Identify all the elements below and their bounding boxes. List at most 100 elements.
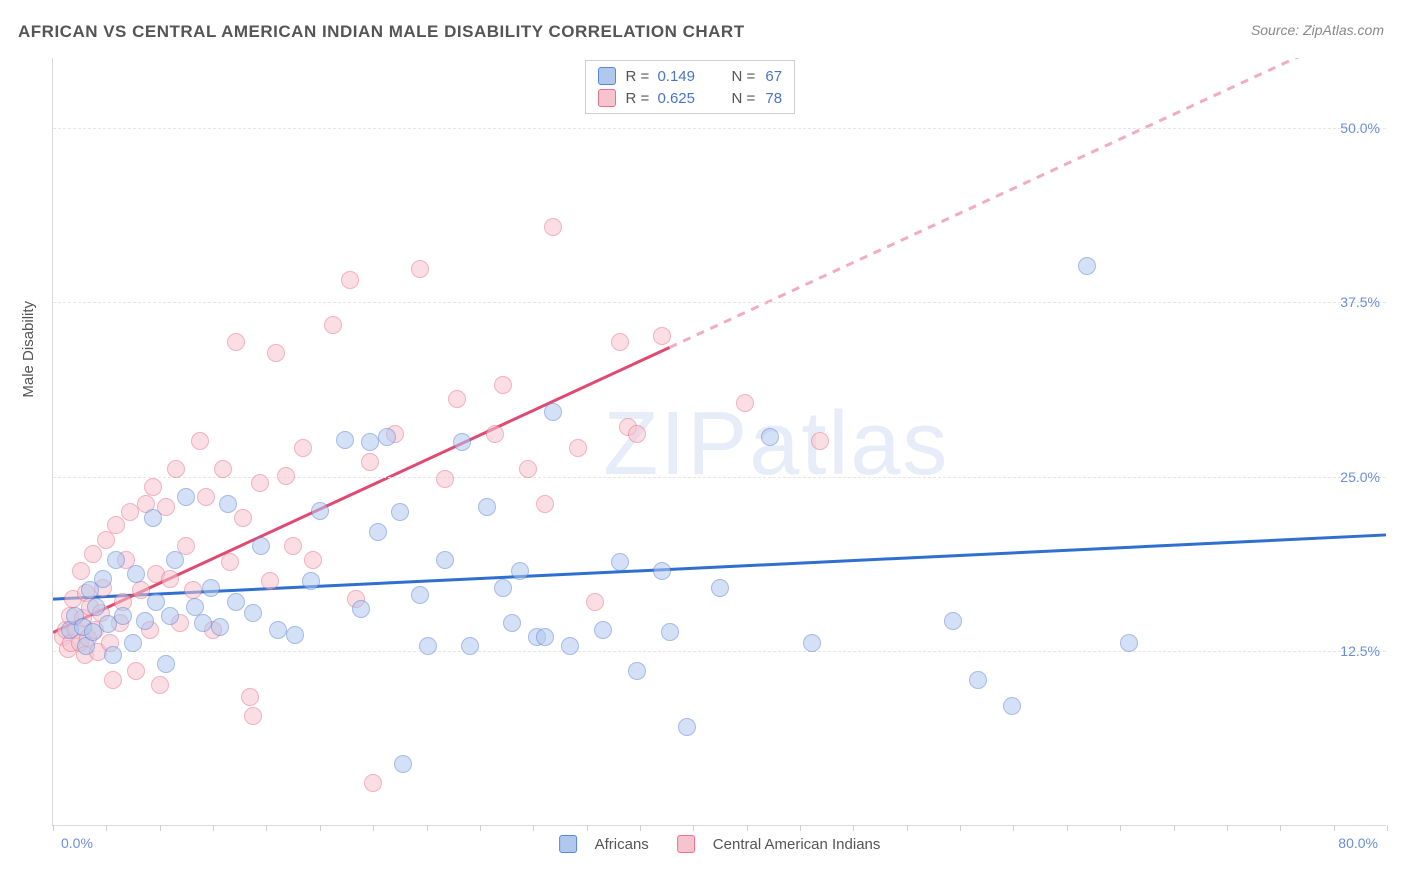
watermark-text: ZIPatlas [603,393,949,496]
data-point [519,460,537,478]
data-point [969,671,987,689]
data-point [277,467,295,485]
data-point [486,425,504,443]
data-point [511,562,529,580]
data-point [191,432,209,450]
data-point [166,551,184,569]
series-legend: Africans Central American Indians [559,835,881,853]
data-point [544,218,562,236]
data-point [227,333,245,351]
data-point [184,581,202,599]
data-point [161,570,179,588]
data-point [411,260,429,278]
data-point [267,344,285,362]
data-point [151,676,169,694]
legend-n-label: N = [731,90,759,107]
data-point [494,376,512,394]
data-point [628,662,646,680]
x-minor-tick [747,825,748,831]
data-point [241,688,259,706]
data-point [251,474,269,492]
data-point [544,403,562,421]
x-minor-tick [320,825,321,831]
scatter-plot-area: ZIPatlas R = 0.149N = 67R = 0.625N = 78 … [52,58,1386,826]
data-point [611,553,629,571]
x-minor-tick [587,825,588,831]
data-point [436,551,454,569]
data-point [536,495,554,513]
data-point [197,488,215,506]
data-point [803,634,821,652]
data-point [611,333,629,351]
data-point [419,637,437,655]
legend-item: Africans [559,835,649,853]
data-point [87,598,105,616]
x-minor-tick [533,825,534,831]
data-point [1003,697,1021,715]
y-tick-label: 50.0% [1340,120,1380,136]
legend-r-value: 0.149 [657,68,715,85]
x-minor-tick [53,825,54,831]
data-point [653,327,671,345]
data-point [536,628,554,646]
legend-row: R = 0.625N = 78 [586,87,795,109]
data-point [378,428,396,446]
y-axis-title: Male Disability [20,301,37,398]
y-tick-label: 12.5% [1340,643,1380,659]
data-point [144,478,162,496]
x-minor-tick [106,825,107,831]
y-tick-label: 25.0% [1340,469,1380,485]
legend-r-label: R = [626,68,654,85]
x-minor-tick [1227,825,1228,831]
data-point [736,394,754,412]
data-point [361,453,379,471]
data-point [324,316,342,334]
x-minor-tick [1013,825,1014,831]
gridline [53,651,1386,652]
x-minor-tick [800,825,801,831]
source-attribution: Source: ZipAtlas.com [1251,22,1384,38]
data-point [461,637,479,655]
legend-n-value: 78 [765,90,782,107]
data-point [84,545,102,563]
data-point [107,551,125,569]
y-tick-label: 37.5% [1340,294,1380,310]
legend-label: Africans [595,836,649,853]
data-point [252,537,270,555]
x-axis-max-label: 80.0% [1338,835,1378,851]
data-point [121,503,139,521]
legend-item: Central American Indians [677,835,881,853]
legend-swatch [598,67,616,85]
data-point [302,572,320,590]
legend-label: Central American Indians [713,836,881,853]
data-point [234,509,252,527]
x-minor-tick [160,825,161,831]
legend-row: R = 0.149N = 67 [586,65,795,87]
correlation-legend: R = 0.149N = 67R = 0.625N = 78 [585,60,796,114]
data-point [503,614,521,632]
data-point [494,579,512,597]
data-point [711,579,729,597]
data-point [211,618,229,636]
data-point [304,551,322,569]
data-point [761,428,779,446]
data-point [394,755,412,773]
x-minor-tick [1280,825,1281,831]
x-minor-tick [1334,825,1335,831]
x-minor-tick [427,825,428,831]
data-point [594,621,612,639]
data-point [124,634,142,652]
data-point [136,612,154,630]
data-point [411,586,429,604]
data-point [286,626,304,644]
legend-swatch [677,835,695,853]
x-minor-tick [480,825,481,831]
data-point [244,707,262,725]
x-minor-tick [853,825,854,831]
gridline [53,302,1386,303]
data-point [586,593,604,611]
data-point [114,607,132,625]
data-point [104,671,122,689]
chart-title: AFRICAN VS CENTRAL AMERICAN INDIAN MALE … [18,22,745,42]
data-point [453,433,471,451]
